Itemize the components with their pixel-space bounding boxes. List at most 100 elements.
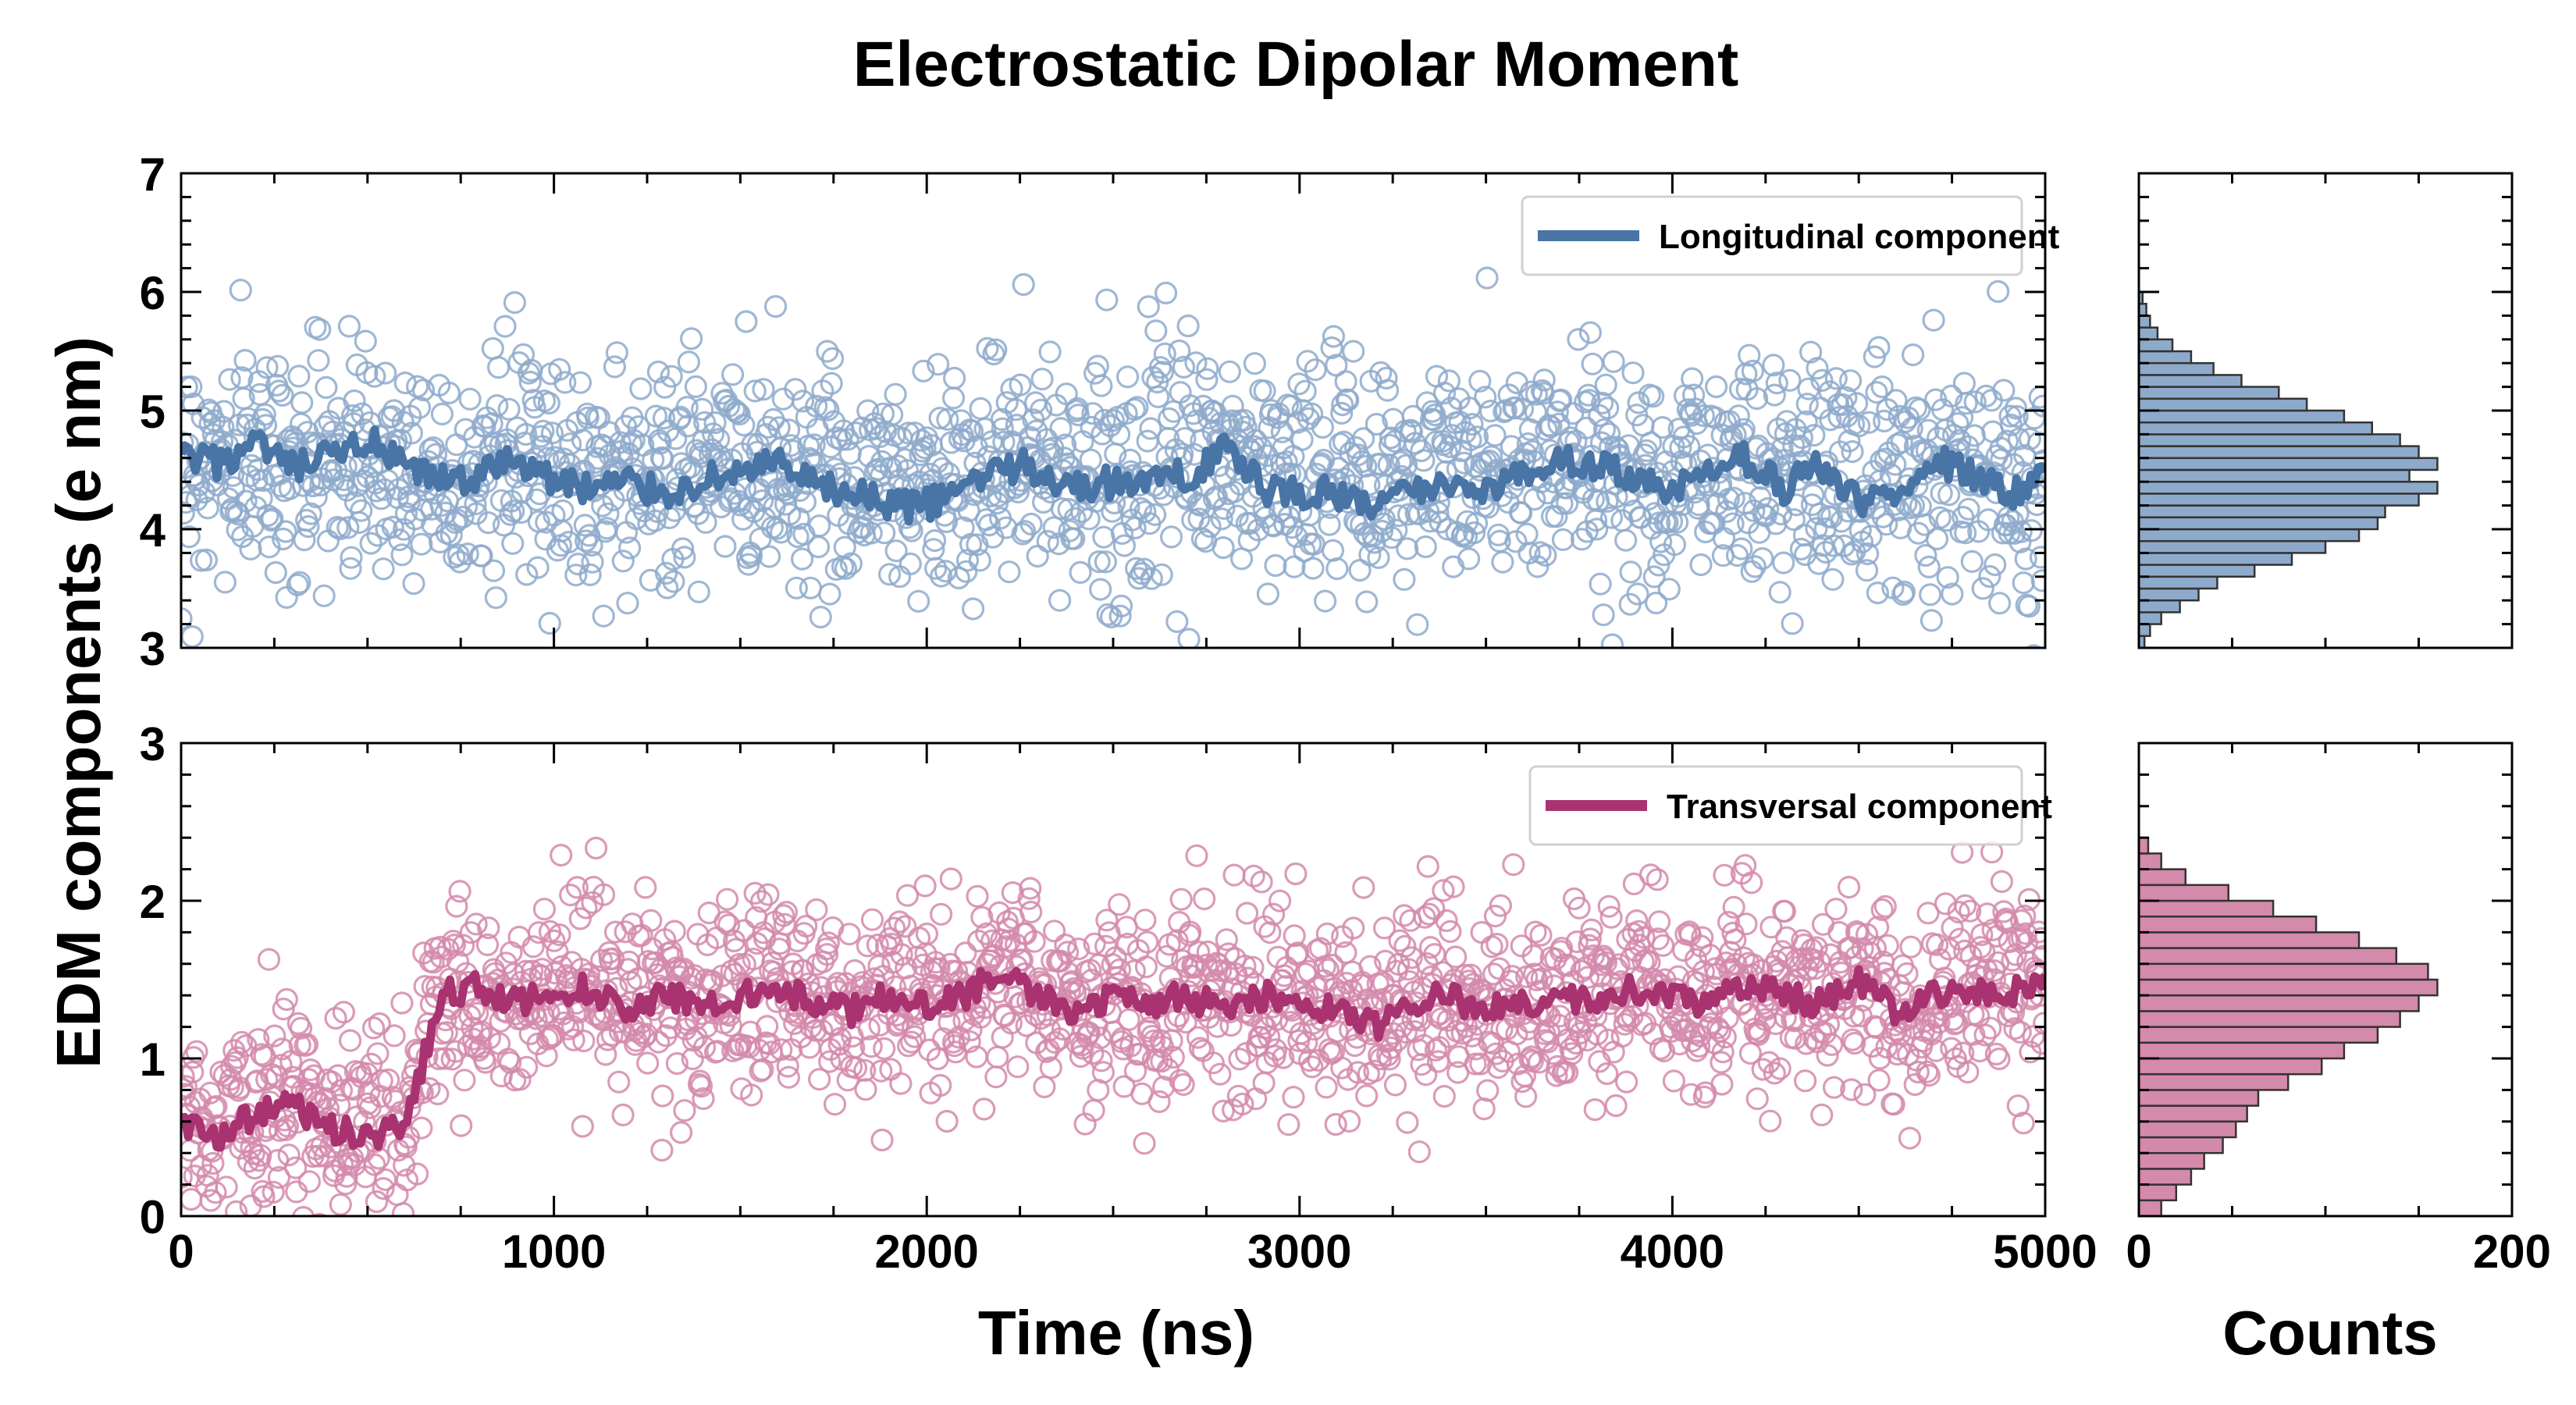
top-scatter-point bbox=[1318, 513, 1341, 536]
top-scatter-point bbox=[1378, 433, 1402, 457]
top-scatter-point bbox=[1960, 550, 1984, 574]
top-scatter-point bbox=[1692, 404, 1715, 428]
top-scatter-point bbox=[1884, 389, 1908, 412]
top-scatter-point bbox=[1841, 439, 1864, 464]
top-scatter-point bbox=[1087, 550, 1111, 574]
top-scatter-point bbox=[769, 521, 793, 544]
bottom-scatter-point bbox=[1117, 1008, 1140, 1031]
top-scatter-point bbox=[222, 476, 246, 500]
bottom-scatter-point bbox=[1252, 1071, 1276, 1095]
bottom-scatter-point bbox=[1241, 955, 1265, 979]
top-scatter-point bbox=[1722, 486, 1745, 510]
top-scatter-point bbox=[732, 413, 756, 437]
top-scatter-point bbox=[1367, 546, 1390, 570]
top-scatter-point bbox=[1865, 381, 1888, 404]
bottom-scatter-point bbox=[1738, 1041, 1762, 1065]
top-scatter-point bbox=[1195, 368, 1219, 391]
top-scatter-point bbox=[1524, 400, 1548, 424]
top-scatter-point bbox=[482, 559, 506, 582]
top-ytick-label: 5 bbox=[140, 386, 165, 438]
top-scatter-point bbox=[1839, 369, 1863, 393]
top-scatter-point bbox=[677, 350, 701, 374]
top-scatter-point bbox=[576, 406, 600, 429]
bottom-scatter-point bbox=[859, 1035, 883, 1058]
bottom-scatter-point bbox=[443, 933, 467, 957]
bottom-scatter-point bbox=[1956, 1060, 1980, 1084]
bottom-legend-label: Transversal component bbox=[1667, 788, 2052, 826]
top-scatter-point bbox=[1855, 559, 1879, 582]
bottom-scatter-point bbox=[289, 1016, 313, 1040]
bottom-scatter-point bbox=[1019, 877, 1042, 900]
top-scatter-point bbox=[784, 378, 807, 401]
bottom-scatter-point bbox=[277, 1144, 301, 1167]
bottom-scatter-point bbox=[2014, 922, 2037, 945]
bottom-hist-bar bbox=[2137, 978, 2439, 997]
bottom-scatter-point bbox=[1439, 919, 1462, 944]
top-scatter-point bbox=[1742, 499, 1766, 523]
bottom-scatter-point bbox=[451, 934, 475, 957]
top-scatter-point bbox=[343, 389, 366, 413]
bottom-scatter-point bbox=[1233, 954, 1257, 978]
bottom-scatter-point bbox=[1984, 1042, 2008, 1066]
bottom-scatter-point bbox=[1108, 958, 1132, 981]
bottom-scatter-point bbox=[269, 1054, 293, 1077]
bottom-scatter-point bbox=[461, 1027, 485, 1051]
bottom-scatter-point bbox=[1722, 895, 1745, 919]
top-scatter-point bbox=[448, 550, 471, 574]
top-scatter-point bbox=[820, 347, 845, 370]
top-scatter-point bbox=[213, 571, 237, 594]
bottom-scatter-point bbox=[1242, 864, 1265, 887]
bottom-scatter-point bbox=[1282, 1086, 1305, 1109]
top-scatter-point bbox=[499, 503, 522, 526]
bottom-scatter-point bbox=[1432, 879, 1455, 902]
bottom-scatter-point bbox=[295, 1033, 319, 1056]
bottom-scatter-point bbox=[1784, 1026, 1807, 1050]
top-scatter-point bbox=[1808, 502, 1831, 526]
top-scatter-point bbox=[299, 502, 322, 525]
bottom-scatter-point bbox=[1355, 1084, 1379, 1108]
bottom-scatter-point bbox=[1215, 928, 1238, 951]
bottom-scatter-point bbox=[888, 910, 911, 934]
top-scatter-point bbox=[1738, 343, 1761, 367]
top-scatter-point bbox=[1029, 398, 1053, 422]
bottom-scatter-point bbox=[1646, 927, 1670, 951]
top-scatter-point bbox=[411, 379, 436, 402]
top-scatter-point bbox=[258, 535, 281, 559]
top-scatter-point bbox=[817, 398, 840, 422]
top-scatter-point bbox=[605, 341, 629, 365]
top-scatter-point bbox=[907, 589, 930, 613]
bottom-scatter-point bbox=[1970, 923, 1994, 947]
bottom-scatter-point bbox=[1485, 932, 1509, 956]
top-scatter-point bbox=[743, 379, 767, 403]
bottom-scatter-point bbox=[1541, 1042, 1565, 1065]
bottom-scatter-point bbox=[1235, 902, 1259, 925]
top-scatter-point bbox=[374, 361, 397, 385]
bottom-scatter-point bbox=[1179, 920, 1202, 944]
bottom-scatter-point bbox=[1824, 898, 1848, 921]
bottom-scatter-point bbox=[1990, 870, 2013, 894]
top-scatter-point bbox=[1645, 591, 1668, 615]
top-scatter-point bbox=[1687, 493, 1710, 517]
bottom-scatter-point bbox=[738, 1020, 762, 1044]
bottom-scatter-point bbox=[1745, 1087, 1769, 1111]
bottom-scatter-point bbox=[382, 1215, 393, 1216]
bottom-scatter-point bbox=[1514, 1085, 1538, 1108]
top-scatter-point bbox=[1093, 408, 1116, 432]
bottom-scatter-point bbox=[262, 1180, 285, 1204]
top-scatter-point bbox=[1892, 580, 1916, 603]
top-scatter-point bbox=[624, 507, 648, 531]
bottom-scatter-point bbox=[1505, 1023, 1528, 1046]
bottom-scatter-point bbox=[1123, 1059, 1147, 1083]
top-scatter-point bbox=[1212, 535, 1235, 560]
bottom-scatter-point bbox=[185, 1040, 208, 1063]
bottom-scatter-point bbox=[1924, 1039, 1948, 1062]
top-scatter-point bbox=[212, 400, 236, 423]
top-hist-bar bbox=[2137, 516, 2379, 531]
top-scatter-point bbox=[1870, 375, 1894, 399]
top-scatter-point bbox=[350, 499, 373, 522]
top-scatter-point bbox=[1172, 355, 1196, 379]
top-scatter-point bbox=[1414, 535, 1437, 559]
bottom-scatter-point bbox=[970, 905, 994, 929]
